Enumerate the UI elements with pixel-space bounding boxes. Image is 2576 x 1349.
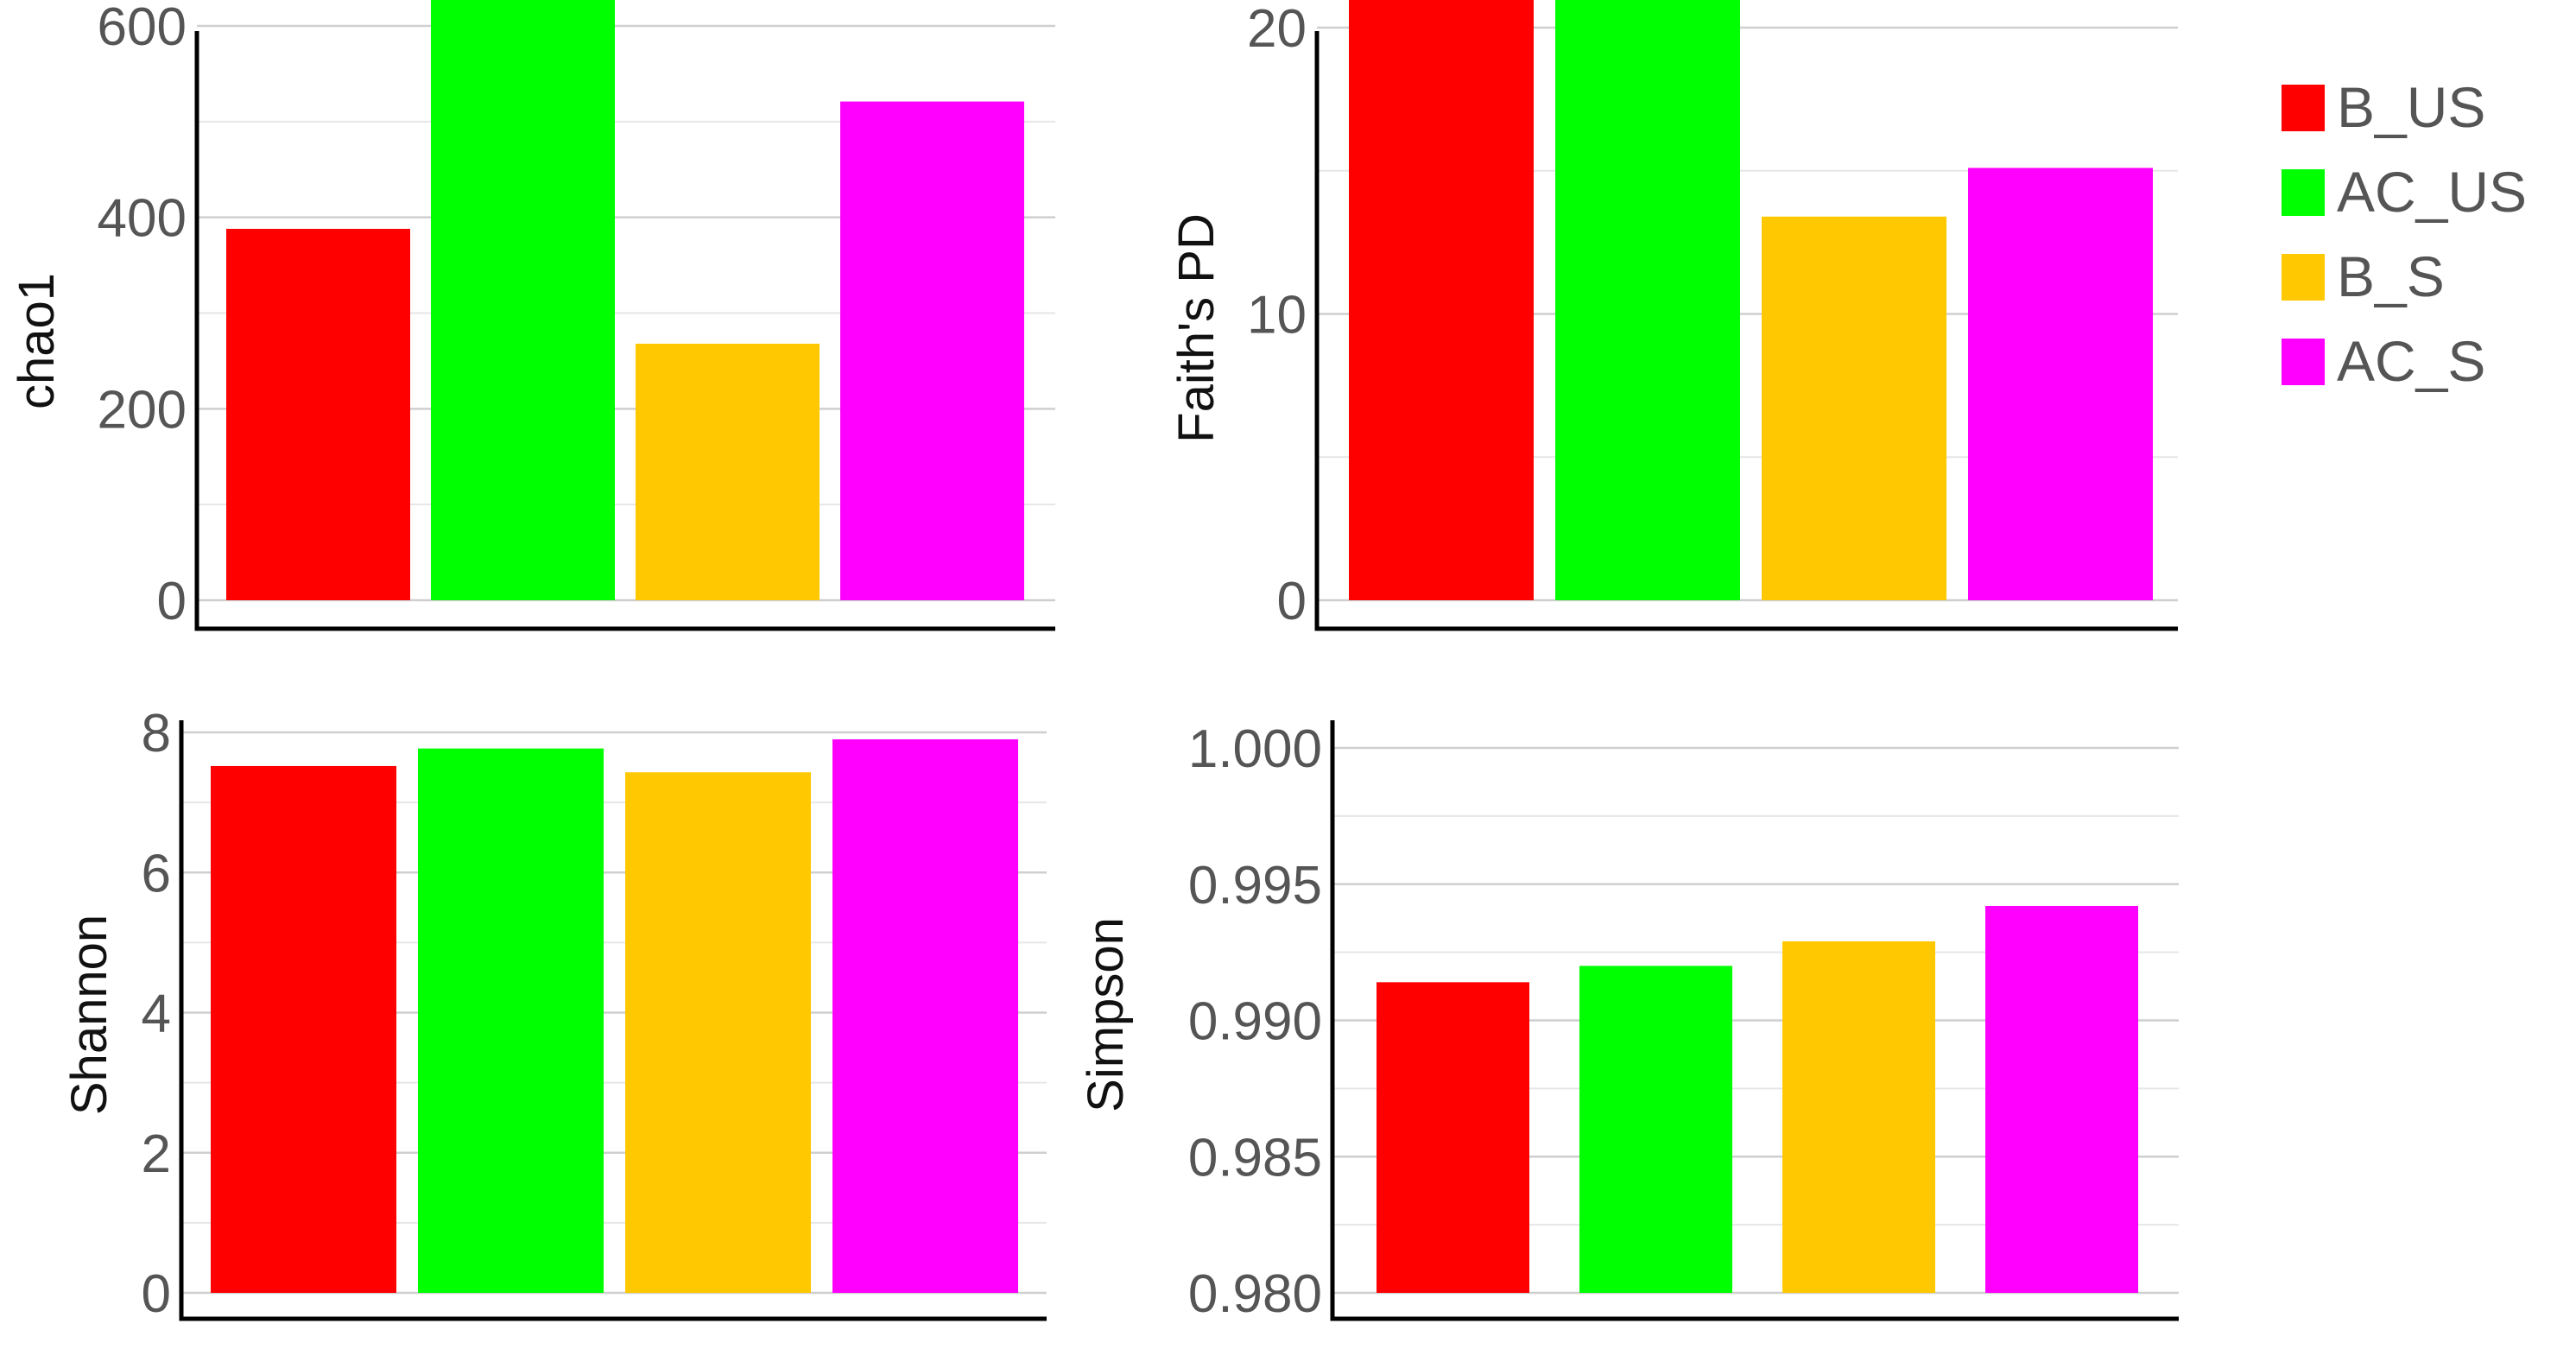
y-tick-label: 2 <box>142 1124 171 1184</box>
y-tick-label: 400 <box>98 189 187 249</box>
bar-simpson-b-s <box>1782 941 1935 1293</box>
bar-simpson-b-us <box>1377 982 1529 1293</box>
y-tick-label: 0.985 <box>1188 1128 1322 1188</box>
bar-faith-pd-b-s <box>1762 216 1946 601</box>
y-tick-label: 0 <box>1277 572 1307 631</box>
panel-faith-pd: 0 10 20 Faith's PD <box>1168 0 2178 631</box>
y-tick-label: 4 <box>142 985 171 1044</box>
legend-swatch-ac-s <box>2282 339 2325 385</box>
bar-simpson-ac-s <box>1985 905 2138 1293</box>
y-tick-label: 10 <box>1247 286 1307 345</box>
bar-faith-pd-ac-us <box>1555 0 1740 601</box>
bar-chao1-ac-s <box>840 101 1024 600</box>
y-axis-title-simpson: Simpson <box>1078 917 1134 1112</box>
y-tick-label: 1.000 <box>1188 719 1322 779</box>
y-tick-label: 6 <box>142 844 171 903</box>
bar-shannon-ac-s <box>832 739 1018 1293</box>
y-tick-label: 0 <box>142 1264 171 1324</box>
bar-shannon-b-us <box>211 765 396 1293</box>
y-axis-title-shannon: Shannon <box>61 915 117 1115</box>
y-tick-label: 0 <box>157 572 187 631</box>
bar-faith-pd-b-us <box>1349 0 1534 600</box>
legend-label-b-us: B_US <box>2337 75 2485 139</box>
y-axis-title-chao1: chao1 <box>9 273 65 409</box>
legend-item-b-us: B_US <box>2282 75 2485 139</box>
bar-faith-pd-ac-s <box>1968 168 2153 600</box>
legend-item-ac-s: AC_S <box>2282 329 2485 393</box>
legend-label-ac-us: AC_US <box>2337 160 2527 224</box>
bar-shannon-b-s <box>625 772 811 1293</box>
legend-swatch-b-s <box>2282 254 2325 301</box>
y-tick-label: 0.995 <box>1188 856 1322 915</box>
legend-item-b-s: B_S <box>2282 244 2445 308</box>
y-axis-title-faith-pd: Faith's PD <box>1168 213 1225 443</box>
bar-chao1-ac-us <box>431 0 615 601</box>
legend-label-ac-s: AC_S <box>2337 329 2485 393</box>
y-tick-label: 20 <box>1247 0 1307 59</box>
legend-item-ac-us: AC_US <box>2282 160 2527 224</box>
y-tick-label: 200 <box>98 380 187 440</box>
legend: B_US AC_US B_S AC_S <box>2282 75 2527 393</box>
y-tick-label: 8 <box>142 704 171 763</box>
legend-swatch-ac-us <box>2282 169 2325 216</box>
bar-chao1-b-s <box>636 343 820 600</box>
legend-swatch-b-us <box>2282 85 2325 131</box>
bar-simpson-ac-us <box>1579 966 1732 1293</box>
panel-simpson: 0.980 0.985 0.990 0.995 1.000 Simpson <box>1078 719 2179 1324</box>
bar-shannon-ac-us <box>418 748 604 1293</box>
bar-chao1-b-us <box>226 228 410 600</box>
chart-panels: 0 200 400 600 chao1 0 10 20 Faith's PD 0 2 4 6 8 Shann… <box>9 0 2179 1324</box>
legend-label-b-s: B_S <box>2337 244 2445 308</box>
y-tick-label: 0.990 <box>1188 992 1322 1052</box>
y-tick-label: 0.980 <box>1188 1264 1322 1324</box>
y-tick-label: 600 <box>98 0 187 57</box>
panel-shannon: 0 2 4 6 8 Shannon <box>61 704 1047 1324</box>
panel-chao1: 0 200 400 600 chao1 <box>9 0 1055 631</box>
